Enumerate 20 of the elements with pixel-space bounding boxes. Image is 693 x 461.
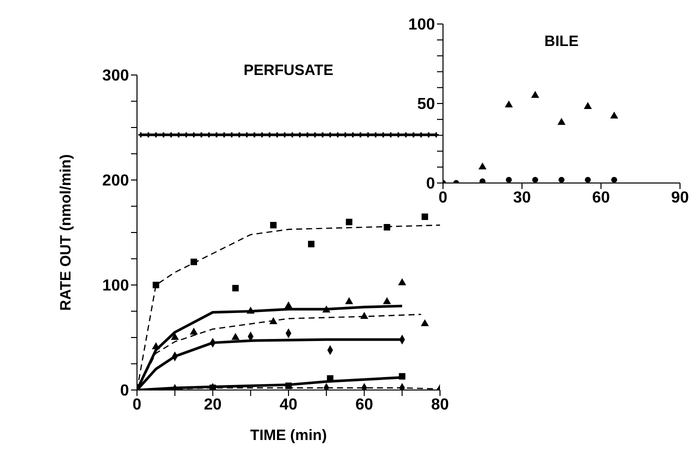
chart-title: PERFUSATE (244, 62, 334, 79)
x-tick-label: 60 (592, 189, 610, 206)
x-tick-label: 90 (671, 189, 689, 206)
x-tick-label: 40 (280, 396, 298, 414)
x-axis-title: TIME (min) (250, 427, 327, 444)
y-tick-label: 0 (426, 176, 436, 193)
x-tick-label: 60 (355, 396, 374, 414)
y-tick-label: 0 (120, 382, 130, 400)
x-tick-label: 0 (132, 396, 142, 414)
x-tick-label: 30 (513, 189, 531, 206)
y-tick-label: 50 (417, 96, 436, 114)
y-tick-label: 100 (102, 278, 130, 295)
text: BILE (544, 33, 579, 50)
y-axis-title: RATE OUT (nmol/min) (57, 154, 74, 311)
y-tick-label: 300 (102, 68, 130, 85)
x-tick-label: 80 (431, 396, 449, 414)
x-tick-label: 0 (438, 189, 448, 206)
x-tick-label: 20 (204, 396, 222, 414)
y-tick-label: 100 (408, 16, 436, 34)
y-tick-label: 200 (102, 172, 130, 190)
